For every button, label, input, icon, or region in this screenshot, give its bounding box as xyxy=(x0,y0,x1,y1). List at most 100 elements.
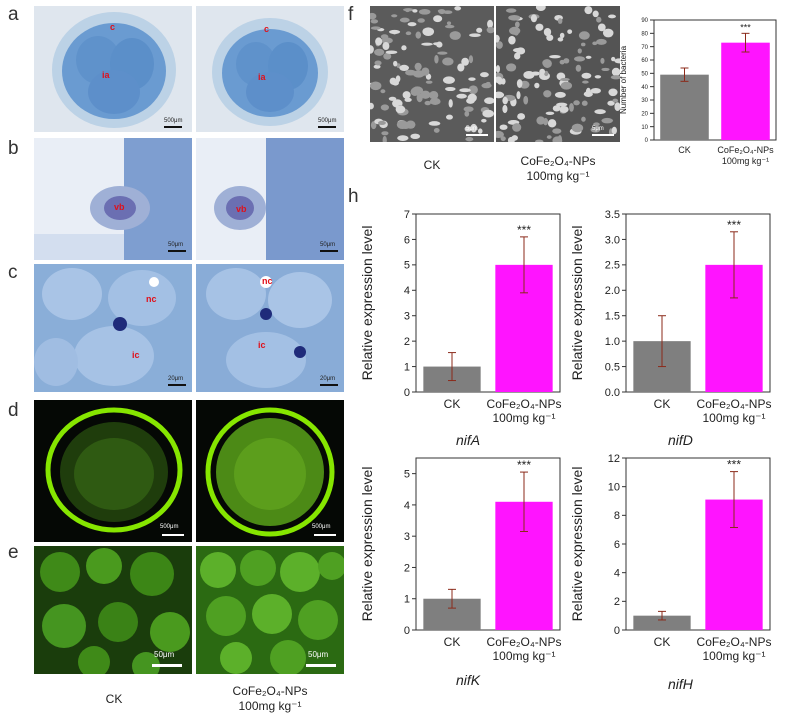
chart-nifD: 0.0 0.5 1.0 1.5 2.0 2.5 3.0 3.5 Relative express… xyxy=(569,209,772,425)
x-tick-label: CoFe₂O₄-NPs xyxy=(697,397,772,411)
y-tick-label: 20 xyxy=(641,111,648,117)
y-tick-label: 10 xyxy=(608,482,620,494)
significance-label: *** xyxy=(740,22,751,32)
y-tick-label: 0.5 xyxy=(605,361,620,373)
y-tick-label: 30 xyxy=(641,98,648,104)
tag-ic: ic xyxy=(132,350,140,360)
y-tick-label: 2.5 xyxy=(605,260,620,272)
scale-bar xyxy=(314,534,336,536)
scale-text: 50μm xyxy=(308,650,329,659)
scale-bar xyxy=(320,250,338,252)
bar-ck xyxy=(660,74,709,140)
y-tick-label: 0 xyxy=(404,625,410,637)
y-tick-label: 3.0 xyxy=(605,234,620,246)
bar-nps xyxy=(721,42,770,140)
y-tick-label: 5 xyxy=(404,260,410,272)
gene-label-nifH: nifH xyxy=(668,676,693,692)
caption-f-ck: CK xyxy=(423,158,441,172)
y-tick-label: 0.0 xyxy=(605,387,620,399)
panel-label-d: d xyxy=(8,400,19,421)
y-tick-label: 4 xyxy=(614,568,620,580)
y-tick-label: 2 xyxy=(614,596,620,608)
y-tick-label: 90 xyxy=(641,18,648,24)
gene-label-nifA: nifA xyxy=(456,432,481,448)
tag-vb: vb xyxy=(114,202,125,212)
scale-bar xyxy=(318,126,336,128)
y-tick-label: 0 xyxy=(404,387,410,399)
chart-nifA: 0 1 2 3 4 5 6 7 Relative expression level CK CoFe₂… xyxy=(359,209,562,425)
y-tick-label: 12 xyxy=(608,453,620,465)
y-tick-label: 3 xyxy=(404,531,410,543)
scale-text: 20μm xyxy=(168,376,184,382)
scale-bar xyxy=(162,534,184,536)
y-tick-label: 7 xyxy=(404,209,410,221)
scale-bar xyxy=(466,134,488,136)
scale-text: 500μm xyxy=(160,524,179,530)
scale-bar xyxy=(152,664,182,667)
gene-label-nifD: nifD xyxy=(668,432,693,448)
y-tick-label: 3.5 xyxy=(605,209,620,221)
y-tick-label: 1.0 xyxy=(605,336,620,348)
micrograph-d-ck: 500μm xyxy=(34,400,192,542)
micrograph-a-ck: c ia 500μm xyxy=(34,6,192,132)
panel-label-h: h xyxy=(348,186,359,207)
y-tick-label: 70 xyxy=(641,45,648,51)
scale-text: 50μm xyxy=(154,650,175,659)
y-tick-label: 80 xyxy=(641,31,648,37)
y-tick-label: 4 xyxy=(404,285,410,297)
micrograph-f-np: 5μm xyxy=(496,6,620,142)
y-axis-label: Relative expression level xyxy=(569,467,585,622)
caption-f-np-dose: 100mg kg⁻¹ xyxy=(526,169,590,183)
plot-frame xyxy=(415,457,561,631)
x-tick-label: CoFe₂O₄-NPs xyxy=(487,397,562,411)
scale-text: 5μm xyxy=(466,126,478,132)
significance-label: *** xyxy=(727,458,741,472)
tag-vb: vb xyxy=(236,204,247,214)
panel-label-a: a xyxy=(8,4,19,25)
panel-label-b: b xyxy=(8,138,19,159)
chart-nifH: 0 2 4 6 8 10 12 Relative expression level CK CoFe… xyxy=(569,453,772,663)
chart-g: 0 10 20 30 40 50 60 70 80 90 Number of bacteria CK C… xyxy=(619,18,777,166)
x-tick-label: CK xyxy=(654,397,671,411)
panel-label-f: f xyxy=(348,4,354,25)
scale-bar xyxy=(164,126,182,128)
x-tick-label: CK xyxy=(678,145,691,155)
scale-bar xyxy=(320,384,338,386)
micrograph-f-ck: 5μm xyxy=(370,6,494,142)
x-tick-label: CK xyxy=(444,397,461,411)
scale-text: 50μm xyxy=(168,242,184,248)
x-tick-label: CoFe₂O₄-NPs xyxy=(697,635,772,649)
micrograph-c-np: nc ic 20μm xyxy=(196,264,344,392)
y-tick-label: 2 xyxy=(404,336,410,348)
scale-text: 500μm xyxy=(318,118,337,124)
y-tick-label: 0 xyxy=(614,625,620,637)
y-tick-label: 10 xyxy=(641,125,648,131)
significance-label: *** xyxy=(727,218,741,232)
chart-nifK: 0 1 2 3 4 5 Relative expression level CK CoFe₂O₄… xyxy=(359,457,561,663)
micrograph-b-np: vb 50μm xyxy=(196,138,344,260)
x-tick-sublabel: 100mg kg⁻¹ xyxy=(702,649,765,663)
y-axis-label: Number of bacteria xyxy=(619,45,628,114)
caption-np-dose: 100mg kg⁻¹ xyxy=(238,699,302,713)
y-tick-label: 0 xyxy=(645,138,649,144)
y-tick-label: 4 xyxy=(404,500,410,512)
y-tick-label: 3 xyxy=(404,311,410,323)
tag-nc: nc xyxy=(146,294,157,304)
y-tick-label: 2 xyxy=(404,562,410,574)
x-tick-label: CK xyxy=(444,635,461,649)
x-tick-label: CK xyxy=(654,635,671,649)
y-axis-label: Relative expression level xyxy=(359,226,375,381)
y-tick-label: 6 xyxy=(404,234,410,246)
caption-f-np-name: CoFe₂O₄-NPs xyxy=(520,154,596,168)
plot-frame xyxy=(625,213,771,393)
caption-ck: CK xyxy=(105,692,123,706)
tag-nc: nc xyxy=(262,276,273,286)
x-tick-sublabel: 100mg kg⁻¹ xyxy=(722,156,769,166)
tag-c: c xyxy=(110,22,116,32)
significance-label: *** xyxy=(517,458,531,472)
bar-ck xyxy=(633,615,691,630)
micrograph-a-np: c ia 500μm xyxy=(196,6,344,132)
x-tick-sublabel: 100mg kg⁻¹ xyxy=(492,649,555,663)
scale-bar xyxy=(592,134,614,136)
y-tick-label: 60 xyxy=(641,58,648,64)
